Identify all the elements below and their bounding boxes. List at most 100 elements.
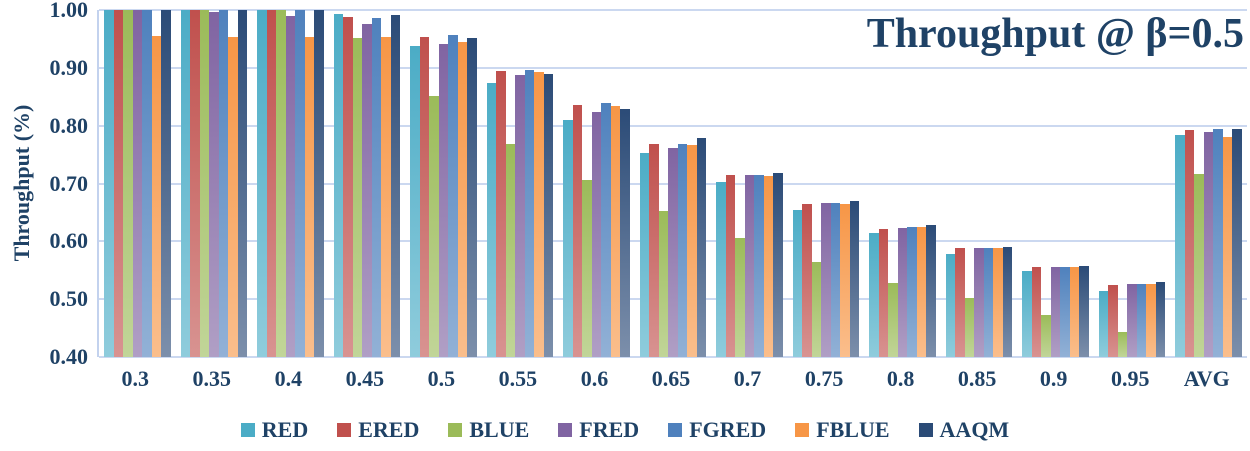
bar-fblue-0.9 [1069, 267, 1080, 357]
bar-red-0.45 [333, 14, 344, 357]
bar-red-0.8 [869, 233, 879, 357]
bar-aaqm-0.7 [773, 172, 783, 357]
bar-blue-0.7 [735, 238, 745, 357]
legend: RED ERED BLUE FRED FGRED FBLUE AAQM [0, 417, 1250, 443]
bar-ered-0.6 [572, 105, 583, 357]
bar-fred-0.9 [1050, 266, 1061, 357]
bar-fgred-0.55 [524, 69, 535, 357]
y-axis-tick: 0.50 [49, 286, 89, 312]
plot-area [97, 9, 1247, 358]
bar-fgred-AVG [1213, 129, 1223, 357]
bar-red-0.6 [563, 119, 573, 357]
bar-fred-0.95 [1127, 283, 1137, 357]
legend-label: FBLUE [816, 417, 890, 442]
bar-red-0.4 [257, 10, 267, 357]
legend-swatch-icon [240, 423, 255, 437]
legend-label: FGRED [689, 417, 767, 442]
y-axis-tick: 0.60 [49, 228, 89, 254]
bar-fred-0.4 [285, 15, 296, 357]
bar-blue-AVG [1194, 173, 1204, 357]
bar-ered-0.5 [419, 37, 430, 357]
bar-fred-0.55 [515, 75, 525, 357]
bar-ered-0.85 [955, 248, 965, 357]
legend-swatch-icon [795, 423, 810, 437]
bar-aaqm-AVG [1232, 129, 1242, 357]
legend-swatch-icon [448, 423, 463, 437]
bar-fgred-0.6 [601, 103, 611, 357]
bar-aaqm-0.3 [161, 10, 171, 357]
bar-aaqm-0.5 [467, 38, 477, 357]
bar-blue-0.8 [888, 282, 898, 357]
y-axis-tick: 0.90 [49, 54, 89, 80]
bar-fblue-0.6 [610, 106, 621, 357]
x-axis-tick: AVG [1183, 366, 1230, 391]
bar-blue-0.75 [811, 262, 822, 357]
bar-ered-0.55 [496, 70, 506, 357]
bar-red-0.7 [716, 182, 726, 357]
legend-label: AAQM [939, 417, 1010, 442]
y-axis-tick: 0.80 [49, 112, 89, 138]
y-axis-tick: 0.40 [49, 344, 89, 369]
bar-blue-0.6 [582, 180, 592, 357]
x-axis-tick: 0.5 [427, 366, 456, 391]
bar-red-AVG [1175, 134, 1185, 357]
bar-aaqm-0.55 [543, 74, 554, 357]
bar-red-0.65 [639, 153, 650, 357]
bar-aaqm-0.4 [314, 10, 324, 357]
bar-fblue-0.7 [763, 175, 774, 357]
bar-fred-AVG [1203, 132, 1214, 357]
bar-fgred-0.5 [448, 35, 458, 357]
legend-swatch-icon [558, 423, 573, 437]
bar-ered-0.95 [1108, 285, 1118, 357]
bar-aaqm-0.9 [1079, 265, 1089, 357]
x-axis-tick: 0.95 [1110, 366, 1150, 391]
bar-aaqm-0.45 [390, 15, 401, 357]
chart-title: Throughput @ β=0.5 [866, 11, 1244, 57]
bar-fblue-0.45 [381, 36, 391, 357]
gridline [99, 124, 1247, 127]
bar-blue-0.5 [429, 95, 439, 357]
bar-blue-0.65 [658, 210, 669, 357]
bar-fred-0.5 [438, 44, 449, 357]
bar-fblue-AVG [1222, 137, 1233, 357]
legend-swatch-icon [337, 423, 352, 437]
legend-item-red: RED [240, 417, 309, 443]
bar-ered-AVG [1184, 129, 1195, 357]
bar-fblue-0.8 [916, 227, 927, 357]
gridline [99, 66, 1247, 69]
bar-blue-0.45 [352, 38, 363, 357]
bar-red-0.55 [486, 82, 497, 357]
bar-red-0.5 [410, 45, 420, 357]
bar-blue-0.3 [123, 10, 133, 357]
bar-fblue-0.3 [151, 36, 162, 357]
x-axis-tick: 0.65 [651, 366, 691, 391]
legend-swatch-icon [668, 423, 683, 437]
x-axis-tick: 0.75 [804, 366, 844, 391]
bar-fred-0.45 [362, 24, 372, 357]
legend-item-fgred: FGRED [668, 417, 766, 443]
bar-aaqm-0.85 [1002, 247, 1013, 357]
bar-ered-0.75 [802, 203, 812, 357]
x-axis-tick: 0.55 [498, 366, 538, 391]
x-axis-tick: 0.6 [580, 366, 609, 391]
x-axis-tick: 0.85 [957, 366, 997, 391]
bar-red-0.3 [104, 10, 114, 357]
legend-item-aaqm: AAQM [918, 417, 1010, 443]
bar-blue-0.4 [276, 10, 286, 357]
bar-fgred-0.3 [142, 10, 152, 357]
x-axis-tick: 0.7 [733, 366, 762, 391]
bar-fgred-0.7 [754, 175, 764, 357]
legend-swatch-icon [918, 423, 933, 437]
bar-fred-0.35 [209, 11, 219, 357]
y-axis-tick: 1.00 [49, 0, 89, 22]
legend-item-ered: ERED [337, 417, 419, 443]
legend-item-blue: BLUE [448, 417, 529, 443]
bar-fblue-0.65 [687, 145, 697, 357]
legend-label: RED [261, 417, 309, 442]
bar-red-0.75 [792, 209, 803, 357]
bar-ered-0.45 [343, 16, 353, 357]
bar-fred-0.7 [744, 175, 755, 357]
bar-aaqm-0.8 [926, 224, 936, 357]
bar-aaqm-0.75 [849, 201, 860, 357]
